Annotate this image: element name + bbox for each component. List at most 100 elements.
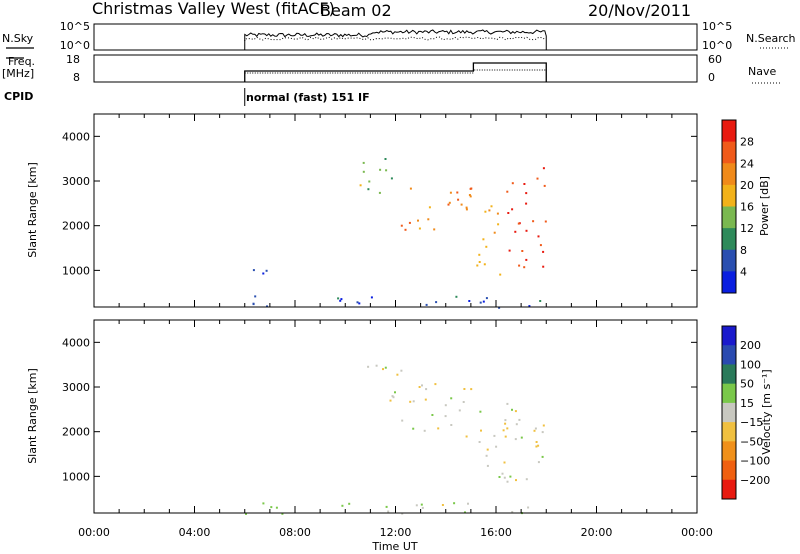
nave-tick-bottom: 0 xyxy=(708,71,715,84)
echo-cell xyxy=(482,300,485,303)
echo-cell xyxy=(431,414,434,416)
echo-cell xyxy=(378,191,381,194)
freq-tick-top: 18 xyxy=(66,53,80,66)
echo-cell xyxy=(449,191,452,194)
y-tick-label: 3000 xyxy=(62,381,90,394)
echo-cell xyxy=(469,187,472,190)
power-panel: 1000 2000 3000 4000 Slant Range [km] 28 24 20… xyxy=(26,113,771,309)
echo-cell xyxy=(525,229,528,232)
echo-cell xyxy=(396,373,399,376)
x-tick-label: 12:00 xyxy=(380,526,412,539)
colorbar-tick-label: 4 xyxy=(740,265,747,278)
echo-cell xyxy=(434,383,437,386)
echo-cell xyxy=(539,244,542,247)
echo-cell xyxy=(375,364,378,367)
echo-cell xyxy=(506,190,509,193)
echo-cell xyxy=(515,479,517,482)
power-panel-frame xyxy=(93,113,698,308)
echo-cell xyxy=(468,194,471,196)
echo-cell xyxy=(486,448,489,451)
echo-cell xyxy=(496,212,499,215)
colorbar-segment xyxy=(722,383,736,404)
echo-cell xyxy=(447,203,450,206)
echo-cell xyxy=(423,429,426,432)
echo-cell xyxy=(525,258,528,261)
echo-cell xyxy=(448,201,451,204)
echo-cell xyxy=(394,391,396,394)
nsky-panel: N.Sky 10^5 10^0 10^5 10^0 N.Search xyxy=(2,20,796,52)
echo-cell xyxy=(509,475,512,478)
y-tick-label: 1000 xyxy=(62,264,90,277)
echo-cell xyxy=(520,436,523,439)
echo-cell xyxy=(362,170,365,173)
freq-tick-bottom: 8 xyxy=(73,71,80,84)
echo-cell xyxy=(385,169,388,172)
echo-cell xyxy=(514,438,517,441)
echo-cell xyxy=(504,422,507,425)
echo-cell xyxy=(270,506,273,509)
echo-cell xyxy=(412,427,415,430)
echo-cell xyxy=(389,399,392,402)
echo-cell xyxy=(506,402,509,405)
echo-cell xyxy=(502,429,505,432)
echo-cell xyxy=(415,504,418,507)
echo-cell xyxy=(401,512,404,515)
colorbar-segment xyxy=(722,163,736,186)
echo-cell xyxy=(340,298,343,301)
echo-cell xyxy=(485,297,488,300)
colorbar-segment xyxy=(722,271,736,294)
echo-cell xyxy=(464,511,466,514)
echo-cell xyxy=(483,263,486,266)
beam-label: Beam 02 xyxy=(320,1,392,20)
echo-cell xyxy=(252,303,255,306)
colorbar-tick-label: 100 xyxy=(740,358,761,371)
y-tick-label: 4000 xyxy=(62,336,90,349)
date-label: 20/Nov/2011 xyxy=(588,1,691,20)
nsearch-trace xyxy=(244,36,546,42)
echo-cell xyxy=(498,306,501,309)
colorbar-segment xyxy=(722,460,736,481)
echo-cell xyxy=(367,188,370,191)
echo-cell xyxy=(495,445,498,448)
echo-cell xyxy=(503,461,506,464)
echo-cell xyxy=(527,506,530,509)
colorbar-tick-label: −50 xyxy=(740,435,763,448)
echo-cell xyxy=(368,180,371,183)
power-colorbar: 28 24 20 16 12 8 4 xyxy=(721,119,754,294)
echo-cell xyxy=(444,415,447,418)
echo-cell xyxy=(503,476,506,479)
colorbar-tick-label: 24 xyxy=(740,157,754,170)
echo-cell xyxy=(535,445,538,448)
x-tick-labels: 00:00 04:00 08:00 12:00 16:00 20:00 00:00 xyxy=(78,526,713,539)
echo-cell xyxy=(470,388,473,391)
colorbar-segment xyxy=(722,184,736,207)
echo-cell xyxy=(534,427,537,430)
echo-cell xyxy=(387,510,390,513)
echo-cell xyxy=(467,502,469,505)
nsearch-tick-bottom: 10^0 xyxy=(702,39,732,52)
echo-cell xyxy=(444,404,447,407)
echo-cell xyxy=(517,222,520,225)
x-axis-label: Time UT xyxy=(371,540,417,553)
echo-cell xyxy=(370,296,373,299)
echo-cell xyxy=(506,480,509,483)
y-tick-label: 2000 xyxy=(62,426,90,439)
velocity-panel-frame xyxy=(93,319,698,514)
echo-cell xyxy=(252,269,255,272)
echo-cell xyxy=(485,245,488,248)
cpid-label: CPID xyxy=(4,90,33,103)
x-tick-label: 20:00 xyxy=(581,526,613,539)
colorbar-segment xyxy=(722,364,736,385)
echo-cell xyxy=(408,221,411,224)
echo-cell xyxy=(421,506,424,509)
colorbar-segment xyxy=(722,402,736,423)
echo-cell xyxy=(382,368,384,371)
colorbar-segment xyxy=(722,422,736,442)
echo-cell xyxy=(543,184,546,187)
echo-cell xyxy=(478,253,481,256)
echo-cell xyxy=(532,220,535,223)
nave-tick-top: 60 xyxy=(708,53,722,66)
nave-label: Nave xyxy=(748,65,776,78)
echo-cell xyxy=(490,205,493,208)
